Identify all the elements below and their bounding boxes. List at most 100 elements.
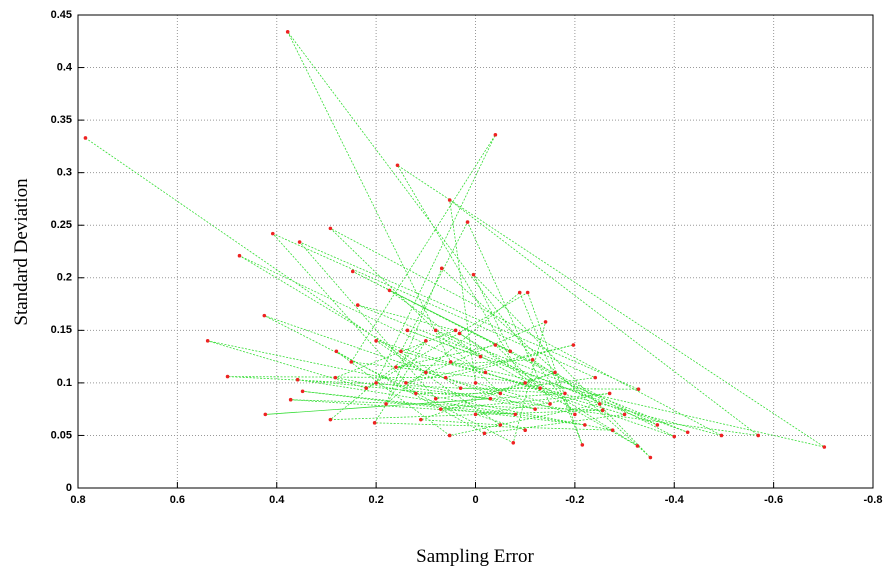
y-tick-label: 0.45: [51, 9, 72, 21]
data-point: [600, 408, 605, 413]
data-point: [523, 428, 527, 432]
data-point: [395, 163, 400, 168]
data-point: [405, 328, 410, 333]
y-tick-label: 0.25: [51, 219, 72, 231]
data-point: [648, 455, 653, 460]
data-point: [384, 402, 388, 406]
x-tick-label: -0.4: [665, 494, 685, 506]
data-point: [571, 343, 576, 347]
y-tick-label: 0: [66, 482, 72, 494]
data-point: [297, 240, 302, 244]
data-point: [493, 343, 498, 347]
data-point: [457, 331, 462, 336]
data-point: [523, 381, 527, 385]
data-point: [394, 365, 398, 369]
data-point: [350, 269, 355, 274]
x-tick-label: -0.8: [864, 494, 883, 506]
data-point: [593, 375, 598, 380]
data-point: [270, 231, 275, 236]
y-tick-label: 0.3: [57, 167, 72, 179]
data-point: [719, 433, 724, 438]
data-point: [573, 412, 577, 417]
x-tick-label: 0: [472, 494, 478, 506]
data-point: [372, 421, 377, 425]
data-point: [511, 441, 516, 445]
data-point: [374, 339, 378, 343]
data-point: [399, 349, 403, 354]
data-point: [443, 375, 448, 380]
data-point: [225, 374, 230, 379]
connecting-line: [85, 31, 825, 458]
data-point: [205, 339, 210, 343]
data-point: [458, 386, 463, 390]
data-point: [473, 381, 478, 385]
data-point: [822, 445, 827, 449]
data-point: [530, 357, 535, 362]
data-point: [655, 423, 660, 427]
x-tick-label: 0.2: [368, 494, 383, 506]
data-point: [374, 381, 378, 385]
data-point: [517, 290, 522, 295]
x-tick-label: -0.6: [764, 494, 783, 506]
data-point: [610, 428, 615, 432]
data-point: [525, 290, 530, 295]
data-point: [83, 136, 88, 140]
y-tick-label: 0.1: [57, 377, 72, 389]
y-tick-label: 0.4: [57, 61, 73, 73]
data-point: [465, 220, 470, 224]
data-point: [438, 407, 443, 411]
data-point: [447, 198, 452, 202]
data-point: [482, 431, 487, 436]
data-point: [548, 402, 552, 406]
data-point: [433, 396, 438, 401]
data-point: [672, 434, 677, 439]
data-point: [508, 349, 513, 354]
data-point: [756, 433, 761, 438]
data-point: [387, 288, 392, 293]
data-point: [300, 389, 305, 394]
data-point: [333, 375, 338, 380]
data-point: [583, 423, 587, 427]
x-axis-label: Sampling Error: [416, 546, 534, 567]
y-tick-label: 0.15: [51, 324, 72, 336]
data-point: [453, 328, 458, 333]
data-point: [488, 396, 493, 401]
data-point: [473, 412, 478, 417]
data-point: [685, 430, 690, 435]
data-point: [447, 433, 452, 438]
data-point: [478, 354, 483, 359]
data-point: [263, 412, 268, 417]
data-point: [553, 370, 557, 375]
data-point: [364, 386, 368, 390]
data-point: [636, 387, 641, 391]
data-point: [404, 381, 408, 385]
data-point: [543, 320, 548, 324]
data-point: [471, 272, 476, 277]
x-tick-label: 0.4: [269, 494, 285, 506]
data-point: [424, 339, 428, 343]
data-point: [349, 360, 354, 364]
data-point: [498, 423, 503, 427]
data-point: [414, 391, 418, 396]
x-tick-label: 0.8: [70, 494, 85, 506]
data-point: [538, 386, 542, 390]
data-point: [419, 417, 423, 422]
data-point: [334, 349, 339, 354]
data-point: [328, 417, 333, 422]
data-point: [635, 444, 640, 448]
data-point: [433, 328, 438, 333]
data-point: [563, 391, 567, 396]
data-point: [483, 370, 488, 375]
x-tick-label: -0.2: [565, 494, 584, 506]
y-axis-label: Standard Deviation: [11, 178, 32, 326]
data-point: [533, 407, 537, 411]
data-point: [424, 370, 428, 375]
data-point: [448, 360, 453, 364]
y-tick-label: 0.2: [57, 272, 72, 284]
data-point: [262, 313, 267, 318]
data-point: [597, 402, 602, 406]
data-point: [288, 397, 293, 402]
data-point: [622, 412, 627, 417]
